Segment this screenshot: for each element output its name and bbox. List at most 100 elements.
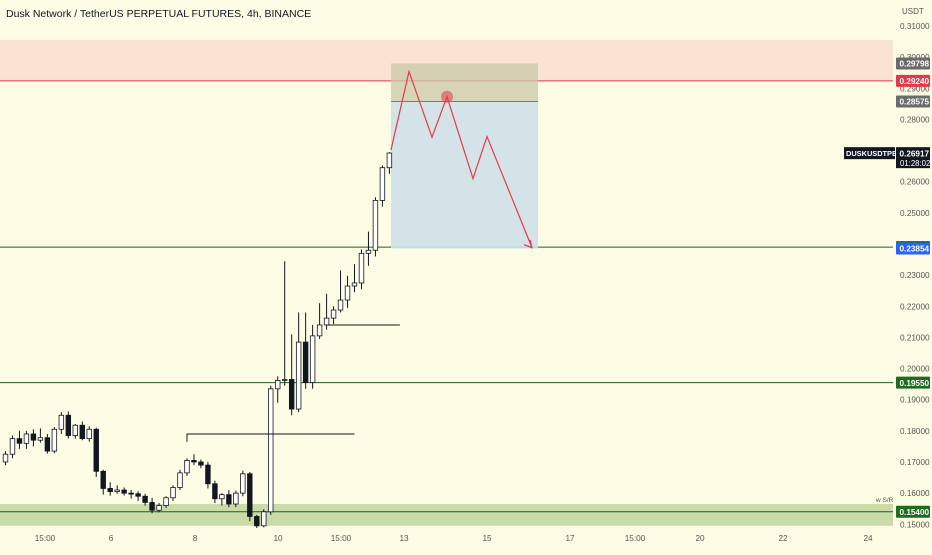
candle-body [365,249,372,254]
candle [247,471,253,522]
price-label: 0.28575 [900,98,930,107]
countdown-label: 01:28:02 [900,159,930,168]
candle [365,231,372,266]
candle-body [212,483,218,500]
candle-body [135,493,141,497]
price-axis [893,0,932,550]
candle-body [16,438,23,444]
candle [86,426,92,442]
candle-body [72,424,78,436]
candle [37,428,44,443]
candle-body [163,497,169,506]
candle-body [100,470,106,489]
x-tick-label: 15:00 [331,534,352,543]
price-label-box [896,95,930,108]
x-tick-label: 20 [695,534,705,543]
candle [184,458,190,476]
candle [58,412,65,434]
candle-body [351,282,358,287]
candle [226,490,232,508]
candle-body [51,428,58,452]
projection-arrowhead [523,239,533,249]
x-tick-label: 8 [193,534,198,543]
candle-body [9,438,16,455]
price-label-box [896,376,930,389]
candle [121,487,127,496]
candle [295,312,302,413]
candle-body [58,414,65,430]
take-profit-zone [391,101,538,249]
y-tick-label: 0.18000 [900,427,930,436]
candle [107,482,113,496]
candle-body [37,437,44,441]
candle [316,303,323,339]
x-tick-label: 15:00 [625,534,646,543]
candle-body [107,488,113,492]
candle-body [268,388,274,513]
candle [23,430,30,449]
candle-body [93,428,99,472]
candle [219,493,225,506]
last-price-label: 0.26917 [900,149,930,158]
support-zone [0,504,893,526]
candle [135,491,141,501]
candle [268,385,274,515]
candle-body [128,492,134,495]
y-tick-label: 0.15000 [900,520,930,529]
x-tick-label: 22 [778,534,788,543]
candle-body [275,379,281,390]
y-tick-label: 0.28000 [900,115,930,124]
candle-body [44,437,51,452]
drawn-level-line [186,433,355,442]
chart-title: Dusk Network / TetherUS PERPETUAL FUTURE… [6,8,312,20]
candle [79,421,85,441]
last-price-box [896,147,930,169]
candle-body [295,341,302,410]
candle-body [316,324,323,337]
candle [240,470,246,497]
annotation-label: w S/R [875,497,894,504]
candle [156,503,162,513]
y-tick-label: 0.20000 [900,365,930,374]
candle [386,152,393,174]
candle-body [219,494,225,500]
candle [100,469,106,495]
price-label: 0.29798 [900,60,930,69]
candle [65,411,72,439]
candle-body [142,495,148,503]
candle [281,261,288,386]
candle-body [177,472,183,488]
candle-body [226,494,232,505]
price-label: 0.19550 [900,379,930,388]
y-tick-label: 0.16000 [900,489,930,498]
candle [9,435,16,459]
candle-body [309,335,316,383]
candle-body [288,379,295,410]
candle-body [65,414,72,436]
candle [344,275,351,308]
symbol-tag: DUSKUSDTPERP [846,149,907,158]
candle [205,461,211,489]
candle [212,480,218,504]
stop-loss-zone [391,63,538,102]
y-tick-label: 0.31000 [900,22,930,31]
price-label-box [896,505,930,518]
candle [191,454,197,466]
candle [114,485,120,494]
x-tick-label: 17 [565,534,575,543]
price-label: 0.23854 [900,245,930,254]
candle [358,249,365,290]
x-tick-label: 6 [109,534,114,543]
candle-body [149,502,155,511]
candle-body [240,473,246,494]
candle-body [191,460,197,463]
symbol-tag-box [844,147,895,160]
axis-unit: USDT [902,7,924,16]
candle-body [344,285,351,301]
x-tick-label: 10 [273,534,283,543]
candle-body [261,511,267,527]
candle-body [170,487,176,499]
candle-body [121,489,127,494]
